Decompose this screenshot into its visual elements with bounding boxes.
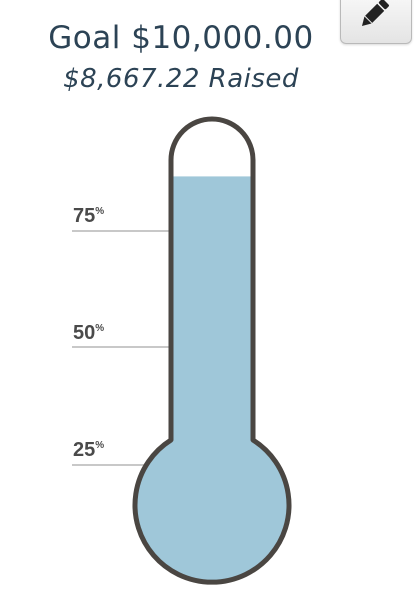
tick-label-50: 50% — [73, 322, 104, 344]
pencil-icon — [361, 0, 389, 27]
goal-title: Goal $10,000.00 — [48, 20, 314, 56]
tick-label-25: 25% — [73, 439, 104, 461]
thermometer-outline — [132, 116, 292, 585]
edit-button[interactable] — [340, 0, 412, 44]
raised-amount: $8,667.22 Raised — [63, 64, 299, 94]
tick-label-75: 75% — [73, 205, 104, 227]
thermometer-fill — [135, 176, 289, 583]
